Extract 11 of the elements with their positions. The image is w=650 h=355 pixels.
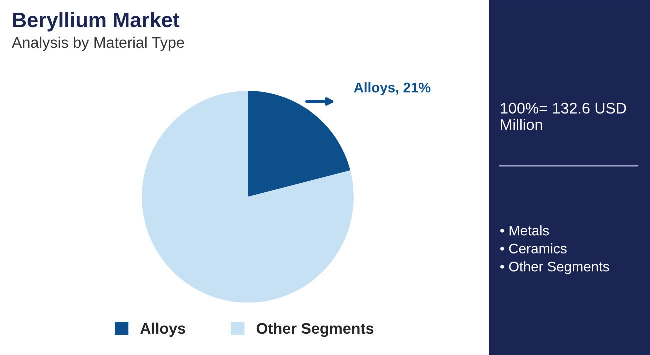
- text: 100%= 132.6 USD Million: [501, 103, 626, 130]
- pie-slice: [248, 91, 351, 197]
- pie-slice: [142, 91, 354, 303]
- text: • Other Segments: [500, 262, 610, 274]
- data-label: Alloys, 21%: [354, 82, 431, 96]
- legend-label: Other Segments: [256, 322, 374, 338]
- text: • Metals: [500, 226, 550, 236]
- text: • Ceramics: [500, 244, 567, 254]
- chart-subtitle: Analysis by Material Type: [12, 36, 184, 52]
- chart-title: Beryllium Market: [13, 12, 180, 32]
- legend-label: Alloys: [140, 322, 186, 338]
